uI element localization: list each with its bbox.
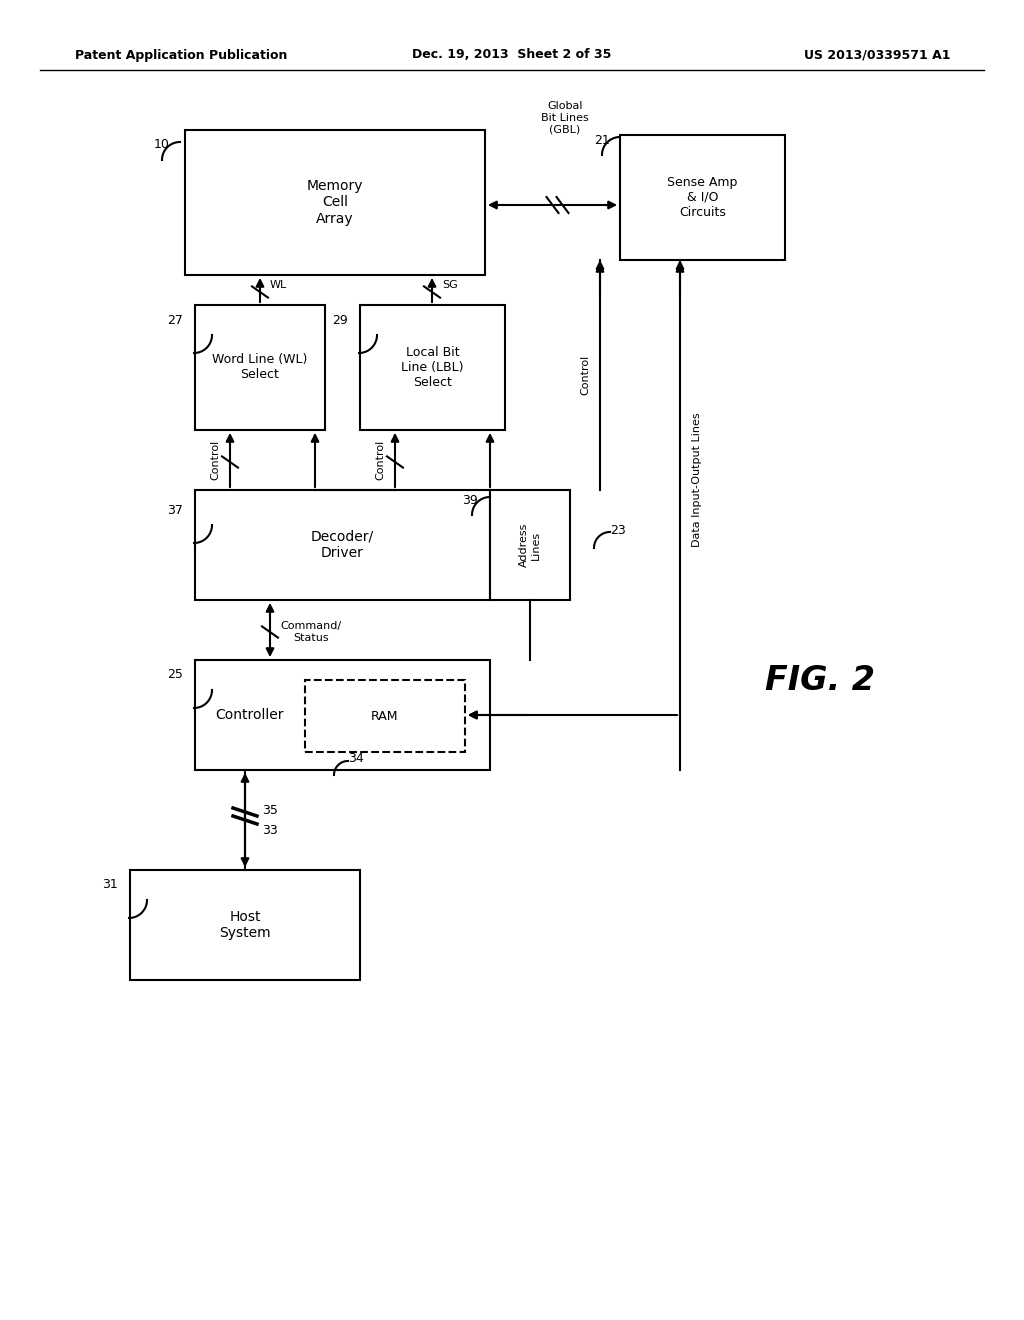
Text: 10: 10 — [155, 139, 170, 152]
Text: Patent Application Publication: Patent Application Publication — [75, 49, 288, 62]
Bar — [305, 680, 465, 752]
Bar — [195, 490, 490, 601]
Text: 25: 25 — [167, 668, 183, 681]
Text: 35: 35 — [262, 804, 278, 817]
Text: Word Line (WL)
Select: Word Line (WL) Select — [212, 354, 307, 381]
Text: Command/
Status: Command/ Status — [280, 622, 341, 643]
Text: 34: 34 — [348, 751, 364, 764]
Text: Decoder/
Driver: Decoder/ Driver — [311, 529, 374, 560]
Text: Data Input-Output Lines: Data Input-Output Lines — [692, 413, 702, 548]
Bar — [620, 135, 785, 260]
Text: Address
Lines: Address Lines — [519, 523, 541, 568]
Bar — [490, 490, 570, 601]
Text: 21: 21 — [594, 133, 610, 147]
Text: Global
Bit Lines
(GBL): Global Bit Lines (GBL) — [541, 102, 589, 135]
Text: Local Bit
Line (LBL)
Select: Local Bit Line (LBL) Select — [401, 346, 464, 389]
Text: 33: 33 — [262, 824, 278, 837]
Bar — [360, 305, 505, 430]
Text: SG: SG — [442, 280, 458, 290]
Text: Host
System: Host System — [219, 909, 270, 940]
Bar — [195, 660, 490, 770]
Text: Control: Control — [375, 440, 385, 480]
Text: 23: 23 — [610, 524, 626, 536]
Text: Control: Control — [210, 440, 220, 480]
Text: Controller: Controller — [216, 708, 285, 722]
Text: 37: 37 — [167, 503, 183, 516]
Text: 27: 27 — [167, 314, 183, 326]
Bar — [195, 305, 325, 430]
Text: 39: 39 — [462, 494, 478, 507]
Text: 31: 31 — [102, 879, 118, 891]
Text: FIG. 2: FIG. 2 — [765, 664, 874, 697]
Text: Sense Amp
& I/O
Circuits: Sense Amp & I/O Circuits — [668, 176, 737, 219]
Bar — [130, 870, 360, 979]
Text: WL: WL — [270, 280, 288, 290]
Text: RAM: RAM — [372, 710, 398, 722]
Text: Dec. 19, 2013  Sheet 2 of 35: Dec. 19, 2013 Sheet 2 of 35 — [413, 49, 611, 62]
Text: Control: Control — [580, 355, 590, 395]
Text: US 2013/0339571 A1: US 2013/0339571 A1 — [804, 49, 950, 62]
Bar — [185, 129, 485, 275]
Text: 29: 29 — [332, 314, 348, 326]
Text: Memory
Cell
Array: Memory Cell Array — [307, 180, 364, 226]
